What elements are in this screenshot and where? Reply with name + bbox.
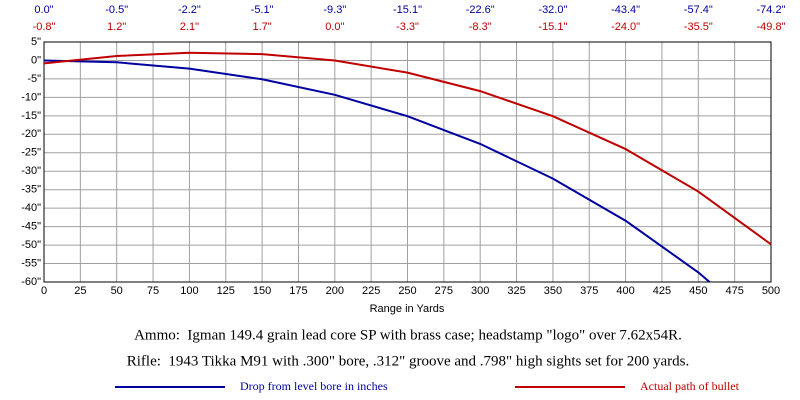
value-label: -24.0" bbox=[611, 21, 640, 33]
legend-label: Actual path of bullet bbox=[640, 379, 740, 393]
x-tick-label: 225 bbox=[362, 285, 380, 297]
value-label: 1.2" bbox=[107, 21, 126, 33]
value-label: 2.1" bbox=[180, 21, 199, 33]
x-tick-label: 50 bbox=[111, 285, 123, 297]
y-tick-label: -20" bbox=[21, 128, 41, 140]
value-label: -3.3" bbox=[396, 21, 419, 33]
x-tick-label: 375 bbox=[580, 285, 598, 297]
y-tick-label: 5" bbox=[31, 36, 41, 48]
x-tick-label: 250 bbox=[398, 285, 416, 297]
value-label: -0.8" bbox=[33, 21, 56, 33]
value-label: -32.0" bbox=[538, 4, 567, 16]
value-label: 1.7" bbox=[252, 21, 271, 33]
y-tick-label: -50" bbox=[21, 239, 41, 251]
x-tick-label: 0 bbox=[41, 285, 47, 297]
x-tick-label: 200 bbox=[326, 285, 344, 297]
value-label: -15.1" bbox=[538, 21, 567, 33]
value-label: -8.3" bbox=[469, 21, 492, 33]
value-label: -15.1" bbox=[393, 4, 422, 16]
x-tick-label: 500 bbox=[762, 285, 780, 297]
x-tick-label: 100 bbox=[180, 285, 198, 297]
value-label: -57.4" bbox=[684, 4, 713, 16]
annotation: Ammo: Igman 149.4 grain lead core SP wit… bbox=[134, 327, 682, 343]
series-line bbox=[44, 59, 712, 282]
x-tick-label: 275 bbox=[435, 285, 453, 297]
y-tick-label: -55" bbox=[21, 257, 41, 269]
x-tick-label: 175 bbox=[289, 285, 307, 297]
value-label: -5.1" bbox=[251, 4, 274, 16]
legend-label: Drop from level bore in inches bbox=[240, 379, 388, 393]
series-group bbox=[44, 51, 771, 246]
series-group bbox=[44, 59, 712, 282]
y-tick-label: -40" bbox=[21, 202, 41, 214]
value-label: -0.5" bbox=[105, 4, 128, 16]
x-tick-label: 125 bbox=[217, 285, 235, 297]
value-label: 0.0" bbox=[325, 21, 344, 33]
value-label: -2.2" bbox=[178, 4, 201, 16]
annotation: Rifle: 1943 Tikka M91 with .300" bore, .… bbox=[127, 353, 690, 369]
value-label: 0.0" bbox=[34, 4, 53, 16]
x-tick-label: 75 bbox=[147, 285, 159, 297]
value-label: -35.5" bbox=[684, 21, 713, 33]
x-tick-label: 25 bbox=[74, 285, 86, 297]
y-tick-label: -15" bbox=[21, 110, 41, 122]
x-tick-label: 400 bbox=[616, 285, 634, 297]
value-label: -22.6" bbox=[466, 4, 495, 16]
value-label: -9.3" bbox=[323, 4, 346, 16]
x-tick-label: 300 bbox=[471, 285, 489, 297]
y-tick-label: -35" bbox=[21, 184, 41, 196]
y-tick-label: -10" bbox=[21, 91, 41, 103]
series-line bbox=[44, 51, 771, 246]
value-label: -43.4" bbox=[611, 4, 640, 16]
plot-border bbox=[43, 41, 772, 283]
value-label: -49.8" bbox=[757, 21, 786, 33]
y-tick-label: -25" bbox=[21, 147, 41, 159]
y-tick-label: -45" bbox=[21, 221, 41, 233]
x-tick-label: 325 bbox=[507, 285, 525, 297]
x-tick-label: 425 bbox=[653, 285, 671, 297]
x-tick-label: 475 bbox=[725, 285, 743, 297]
y-tick-label: -60" bbox=[21, 276, 41, 288]
x-tick-label: 150 bbox=[253, 285, 271, 297]
y-tick-label: -5" bbox=[27, 73, 41, 85]
x-tick-label: 350 bbox=[544, 285, 562, 297]
x-tick-label: 450 bbox=[689, 285, 707, 297]
value-label: -74.2" bbox=[757, 4, 786, 16]
y-tick-label: 0" bbox=[31, 54, 41, 66]
y-tick-label: -30" bbox=[21, 165, 41, 177]
x-axis-label: Range in Yards bbox=[370, 303, 445, 315]
